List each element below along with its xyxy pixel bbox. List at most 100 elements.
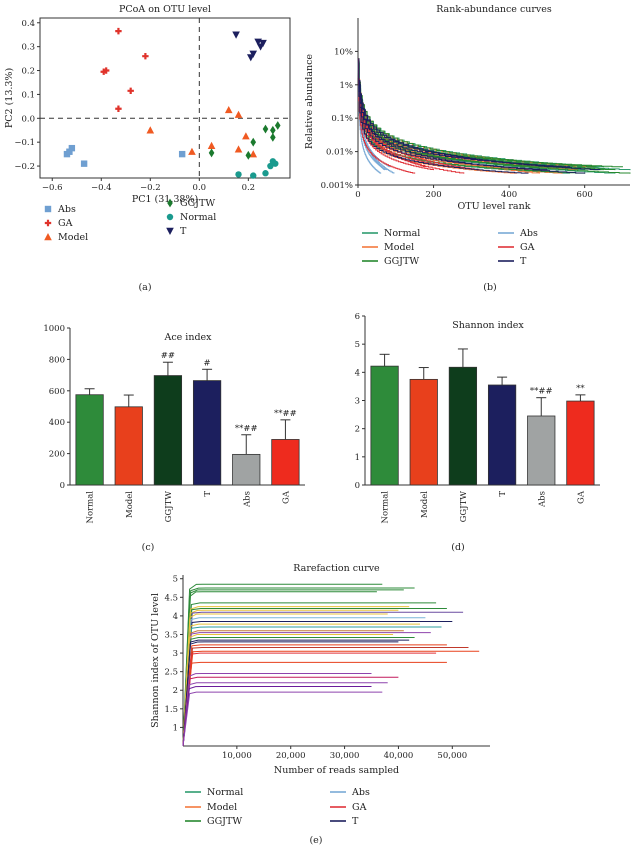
legend-marker-ggjtw	[167, 198, 173, 208]
significance-label: **##	[530, 387, 553, 397]
point-normal	[267, 162, 274, 170]
rarefaction-curve	[182, 647, 469, 747]
point-ga	[115, 27, 122, 35]
rarefaction-curve	[182, 587, 415, 747]
rarefaction-curve	[182, 611, 464, 747]
legend-label-model: Model	[58, 232, 88, 243]
significance-label: **	[576, 384, 585, 394]
x-axis-label: Number of reads sampled	[274, 765, 399, 776]
bar-model	[114, 406, 143, 486]
curve-normal	[358, 62, 631, 171]
rarefaction-curve	[182, 632, 431, 747]
panel-d-shannon-index: Shannon index 0 1 2 3 4 5 6 Normal Model GGJTW T **#…	[355, 312, 600, 553]
y-tick-label: 0.0	[21, 114, 35, 124]
legend-label-t: T	[180, 226, 187, 237]
point-t	[256, 43, 265, 51]
curve-model	[358, 64, 593, 168]
point-model	[234, 110, 243, 118]
rarefaction-curve	[182, 609, 399, 747]
rarefaction-curve	[182, 583, 383, 747]
x-tick-label: 40,000	[384, 751, 414, 761]
y-tick-label: 0.1%	[331, 114, 353, 124]
point-ga	[142, 53, 149, 60]
x-tick-label: 50,000	[437, 751, 467, 761]
legend-label-ga: GA	[520, 242, 535, 253]
rarefaction-curve	[182, 641, 399, 747]
x-tick-label: Abs	[242, 491, 252, 508]
y-tick-label: 800	[49, 355, 65, 365]
x-tick-label: 0	[355, 190, 360, 200]
x-tick-label: Normal	[381, 491, 391, 524]
legend-marker-abs	[44, 205, 52, 213]
point-ggjtw	[270, 133, 276, 142]
y-axis-label: Shannon index of OTU level	[150, 593, 161, 728]
x-tick-label: −0.6	[42, 183, 63, 193]
rarefaction-curve	[182, 608, 447, 747]
bar-t	[487, 384, 517, 486]
y-tick-label: 600	[49, 387, 65, 397]
legend-label-ggjtw: GGJTW	[384, 256, 419, 267]
rarefaction-curve	[182, 676, 399, 747]
panel-b-rank-abundance: Rank-abundance curves 0 200 400 600 0.001% 0.0…	[304, 4, 631, 293]
curve-model	[358, 62, 578, 171]
y-tick-label: 1	[173, 723, 178, 733]
y-tick-label: −0.2	[14, 162, 35, 172]
x-tick-label: −0.4	[91, 183, 112, 193]
x-tick-label: 30,000	[330, 751, 360, 761]
legend-label-t: T	[352, 816, 359, 827]
x-tick-label: 20,000	[276, 751, 306, 761]
rarefaction-curve	[182, 639, 410, 747]
legend-label-normal: Normal	[384, 228, 420, 239]
bar-normal	[370, 365, 399, 486]
rarefaction-curve	[182, 623, 420, 747]
point-abs	[68, 144, 76, 152]
point-model	[249, 150, 258, 158]
point-abs	[66, 148, 73, 155]
point-normal	[262, 170, 269, 177]
x-tick-label: 600	[577, 190, 593, 200]
panel-a-pcoa: PCoA on OTU level −0.6 −0.4 −0.2 0.0 0.2 −0.2 −…	[4, 4, 291, 293]
rarefaction-curve	[182, 602, 437, 747]
y-tick-label: 200	[49, 450, 65, 460]
point-model	[188, 147, 196, 155]
panel-caption: (d)	[451, 542, 465, 553]
point-normal	[235, 171, 242, 178]
rarefaction-curve	[182, 650, 480, 747]
legend-label-model: Model	[207, 802, 237, 813]
legend-marker-ga	[44, 219, 52, 227]
y-tick-label: 0.001%	[321, 181, 353, 191]
curve-ggjtw	[358, 61, 631, 174]
chart-title: Shannon index	[452, 320, 524, 331]
x-tick-label: −0.2	[140, 183, 161, 193]
rarefaction-curve	[182, 613, 388, 747]
panel-c-ace-index: Ace index 0 200 400 600 800 1000 Normal Model ## G…	[43, 324, 305, 553]
legend-label-ggjtw: GGJTW	[207, 816, 242, 827]
y-tick-label: 0.4	[21, 19, 35, 29]
bar-normal	[75, 394, 104, 486]
y-tick-label: 0.2	[21, 67, 35, 77]
y-tick-label: 2	[173, 686, 178, 696]
legend-label-t: T	[520, 256, 527, 267]
legend-marker-t	[166, 227, 174, 235]
y-tick-label: 3	[355, 397, 360, 407]
rarefaction-curve	[182, 626, 442, 747]
bar-t	[192, 380, 222, 486]
x-tick-label: Normal	[86, 491, 96, 524]
curve-ga	[358, 58, 416, 174]
curve-normal	[358, 64, 605, 168]
bar-abs	[232, 453, 261, 486]
y-tick-label: 1.5	[164, 705, 178, 715]
point-normal	[272, 160, 279, 167]
point-model	[242, 132, 250, 140]
x-tick-label: Model	[125, 491, 135, 518]
legend-marker-normal	[166, 213, 174, 221]
bar-ga	[271, 439, 300, 486]
legend-marker-model	[44, 233, 52, 241]
curve-t	[358, 58, 529, 174]
rarefaction-curve	[182, 673, 372, 747]
y-tick-label: 0.1	[21, 90, 35, 100]
point-abs	[178, 150, 186, 158]
legend-label-ggjtw: GGJTW	[180, 198, 215, 209]
significance-label: **##	[274, 409, 297, 419]
point-model	[146, 126, 155, 134]
